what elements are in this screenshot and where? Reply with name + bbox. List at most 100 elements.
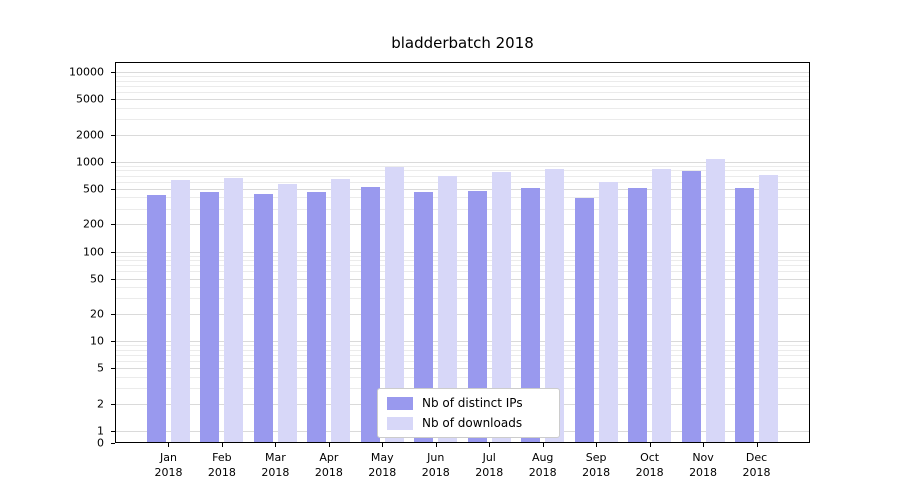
- minor-gridline: [115, 287, 810, 289]
- y-tick-mark: [111, 341, 115, 343]
- chart-title: bladderbatch 2018: [391, 34, 534, 52]
- y-tick-label: 2: [97, 397, 104, 411]
- minor-gridline: [115, 345, 810, 347]
- major-gridline: [115, 314, 810, 316]
- bar-distinct-ips-jul: [467, 191, 487, 443]
- major-gridline: [115, 224, 810, 226]
- y-tick-mark: [111, 224, 115, 226]
- x-tick-mark: [489, 443, 491, 447]
- minor-gridline: [115, 355, 810, 357]
- y-tick-label: 20: [90, 307, 104, 321]
- minor-gridline: [115, 76, 810, 78]
- major-gridline: [115, 341, 810, 343]
- minor-gridline: [115, 298, 810, 300]
- y-tick-label: 10000: [69, 65, 104, 79]
- bar-distinct-ips-sep: [574, 198, 594, 443]
- x-tick-mark: [382, 443, 384, 447]
- x-tick-label: Aug 2018: [528, 451, 557, 480]
- x-tick-mark: [435, 443, 437, 447]
- x-tick-mark: [703, 443, 705, 447]
- y-tick-mark: [111, 278, 115, 280]
- y-tick-mark: [111, 72, 115, 73]
- legend-swatch-downloads: [387, 416, 413, 430]
- bar-downloads-oct: [652, 169, 672, 443]
- y-tick-label: 1: [97, 424, 104, 438]
- bar-downloads-jan: [170, 180, 190, 443]
- major-gridline: [115, 368, 810, 370]
- minor-gridline: [115, 181, 810, 183]
- minor-gridline: [115, 197, 810, 199]
- bar-downloads-mar: [277, 183, 297, 443]
- x-tick-mark: [275, 443, 277, 447]
- x-tick-label: Dec 2018: [742, 451, 771, 480]
- minor-gridline: [115, 208, 810, 210]
- bar-distinct-ips-feb: [200, 192, 220, 443]
- x-tick-mark: [168, 443, 170, 447]
- bar-downloads-jun: [438, 175, 458, 443]
- x-tick-mark: [649, 443, 651, 447]
- minor-gridline: [115, 376, 810, 378]
- x-tick-label: Oct 2018: [635, 451, 664, 480]
- y-tick-mark: [111, 403, 115, 405]
- y-tick-mark: [111, 251, 115, 253]
- y-tick-mark: [111, 368, 115, 370]
- y-tick-mark: [111, 188, 115, 190]
- x-tick-label: Feb 2018: [207, 451, 236, 480]
- major-gridline: [115, 161, 810, 163]
- minor-gridline: [115, 349, 810, 351]
- x-tick-label: Apr 2018: [314, 451, 343, 480]
- x-tick-mark: [328, 443, 330, 447]
- bar-downloads-jul: [491, 171, 511, 443]
- minor-gridline: [115, 361, 810, 363]
- x-tick-label: May 2018: [368, 451, 397, 480]
- bar-downloads-sep: [598, 182, 618, 443]
- x-tick-label: Nov 2018: [689, 451, 718, 480]
- bar-distinct-ips-nov: [681, 171, 701, 443]
- minor-gridline: [115, 107, 810, 109]
- major-gridline: [115, 278, 810, 280]
- bar-downloads-feb: [224, 177, 244, 443]
- y-tick-label: 1000: [76, 155, 104, 169]
- y-tick-label: 0: [97, 436, 104, 450]
- bar-distinct-ips-aug: [521, 187, 541, 443]
- y-tick-label: 10: [90, 334, 104, 348]
- x-tick-label: Jun 2018: [421, 451, 450, 480]
- minor-gridline: [115, 255, 810, 257]
- bar-downloads-aug: [545, 169, 565, 443]
- legend-label-distinct-ips: Nb of distinct IPs: [422, 396, 523, 410]
- x-tick-mark: [542, 443, 544, 447]
- minor-gridline: [115, 80, 810, 82]
- major-gridline: [115, 72, 810, 73]
- bar-distinct-ips-oct: [628, 187, 648, 443]
- y-tick-label: 50: [90, 272, 104, 286]
- x-tick-mark: [596, 443, 598, 447]
- y-tick-mark: [111, 161, 115, 163]
- y-tick-mark: [111, 134, 115, 136]
- legend-item-downloads: Nb of downloads: [387, 416, 547, 430]
- x-tick-label: Jan 2018: [154, 451, 183, 480]
- legend-item-distinct-ips: Nb of distinct IPs: [387, 396, 547, 410]
- bar-distinct-ips-dec: [735, 187, 755, 443]
- x-tick-mark: [221, 443, 223, 447]
- major-gridline: [115, 134, 810, 136]
- minor-gridline: [115, 260, 810, 262]
- y-tick-mark: [111, 314, 115, 316]
- minor-gridline: [115, 271, 810, 273]
- bar-distinct-ips-jun: [414, 192, 434, 443]
- legend-swatch-distinct-ips: [387, 396, 413, 410]
- y-tick-label: 200: [83, 217, 104, 231]
- minor-gridline: [115, 265, 810, 267]
- y-tick-label: 5000: [76, 92, 104, 106]
- minor-gridline: [115, 118, 810, 120]
- major-gridline: [115, 188, 810, 190]
- minor-gridline: [115, 85, 810, 87]
- y-tick-label: 5: [97, 361, 104, 375]
- y-tick-mark: [111, 99, 115, 101]
- bar-downloads-nov: [705, 158, 725, 443]
- y-tick-label: 500: [83, 182, 104, 196]
- major-gridline: [115, 251, 810, 253]
- minor-gridline: [115, 165, 810, 167]
- legend-label-downloads: Nb of downloads: [422, 416, 523, 430]
- x-tick-label: Mar 2018: [261, 451, 290, 480]
